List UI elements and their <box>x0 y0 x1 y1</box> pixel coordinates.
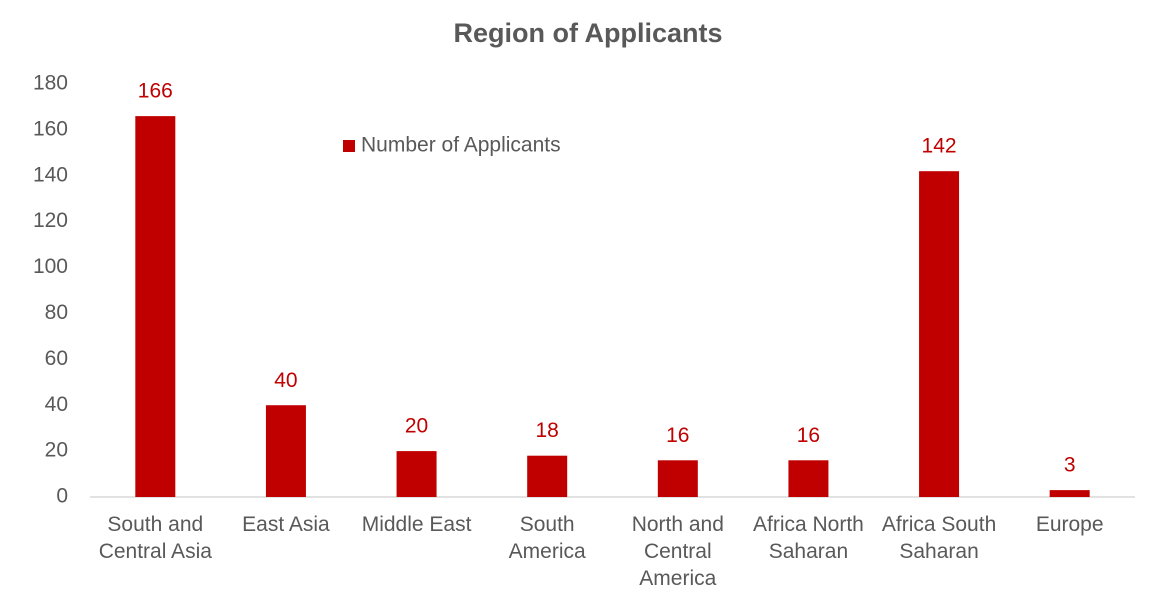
data-label: 166 <box>138 80 173 103</box>
x-tick-label: South and Central Asia <box>98 513 212 563</box>
y-tick-label: 180 <box>33 72 68 95</box>
x-tick-label: East Asia <box>242 513 330 536</box>
x-tick-label: Europe <box>1035 513 1104 536</box>
x-tick-label: Middle East <box>361 513 472 536</box>
bar <box>1049 490 1090 497</box>
y-tick-label: 140 <box>33 163 68 186</box>
data-label: 16 <box>666 424 689 447</box>
chart-title: Region of Applicants <box>454 18 723 48</box>
bar <box>657 460 698 497</box>
y-tick-label: 160 <box>33 117 68 140</box>
bar <box>527 455 568 497</box>
data-label: 16 <box>797 424 820 447</box>
x-tick-label: Africa South Saharan <box>881 513 997 563</box>
data-label: 142 <box>922 135 957 158</box>
y-tick-label: 100 <box>33 255 68 278</box>
data-label: 20 <box>405 415 428 438</box>
x-tick-label: North and Central America <box>631 513 724 590</box>
bar <box>788 460 829 497</box>
y-tick-label: 80 <box>45 301 68 324</box>
y-tick-label: 20 <box>45 439 68 462</box>
legend-label: Number of Applicants <box>361 134 561 157</box>
bar <box>919 171 960 497</box>
x-tick-label: South America <box>508 513 586 563</box>
y-tick-label: 120 <box>33 209 68 232</box>
y-tick-label: 0 <box>56 485 68 508</box>
data-label: 3 <box>1064 454 1076 477</box>
data-label: 40 <box>274 369 297 392</box>
x-tick-label: Africa North Saharan <box>753 513 864 563</box>
data-label: 18 <box>536 419 559 442</box>
bar <box>265 405 306 497</box>
legend-swatch <box>343 140 355 152</box>
y-tick-label: 40 <box>45 393 68 416</box>
bar <box>396 451 437 497</box>
bar <box>135 116 176 497</box>
y-tick-label: 60 <box>45 347 68 370</box>
